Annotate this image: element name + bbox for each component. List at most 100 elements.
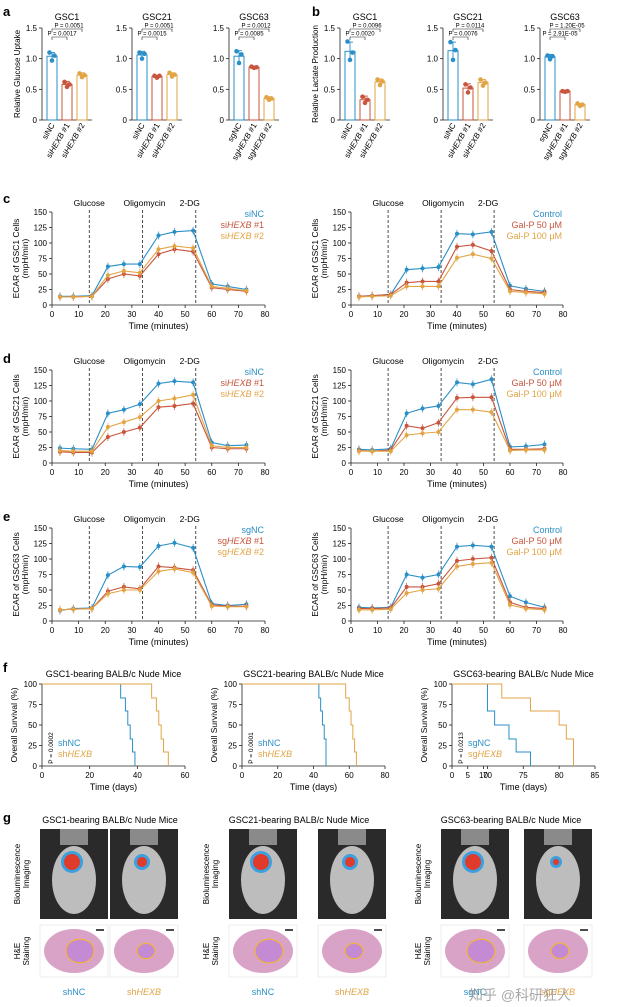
significance-bracket (349, 28, 381, 32)
x-tick-label: 40 (309, 771, 318, 780)
panel-label-b: b (312, 4, 320, 19)
data-point (375, 77, 380, 82)
y-tick-label: 150 (34, 208, 48, 217)
data-point (523, 447, 528, 452)
data-point (455, 244, 459, 249)
x-axis-label: Time (days) (500, 782, 547, 792)
y-tick-label: 1.5 (324, 24, 336, 33)
data-point (420, 284, 425, 289)
signal-core (64, 854, 80, 870)
series-line-2 (59, 245, 247, 298)
y-tick-label: 1.5 (524, 24, 536, 33)
data-point (225, 286, 230, 291)
series-line-1 (59, 565, 247, 611)
data-point (455, 544, 459, 549)
data-point (172, 229, 177, 234)
data-point (71, 607, 76, 612)
x-tick-label: 50 (181, 468, 190, 477)
row-label: Imaging (22, 860, 31, 888)
y-axis-label: Relative Glucose Uptake (13, 29, 22, 118)
x-axis-label: Time (days) (290, 782, 337, 792)
x-tick-label: 10 (74, 310, 83, 319)
legend-entry: sgHEXB (468, 749, 502, 759)
mouse-silhouette (536, 846, 580, 914)
data-point (470, 232, 475, 237)
group-label: sgNC (464, 987, 487, 997)
x-tick-label: 30 (127, 310, 136, 319)
data-point (377, 82, 383, 88)
y-axis-label: (mpH/min) (319, 239, 329, 279)
data-point (404, 584, 409, 589)
data-point (105, 573, 110, 578)
y-tick-label: 50 (337, 428, 346, 437)
group-label: shHEXB (127, 987, 161, 997)
legend-entry: siHEXB #1 (220, 220, 264, 230)
significance-bracket (349, 36, 366, 40)
data-point (436, 430, 441, 434)
x-tick-label: 10 (373, 310, 382, 319)
x-tick-label: 40 (154, 626, 163, 635)
data-point (225, 445, 230, 450)
legend-entry: shHEXB (58, 749, 92, 759)
y-tick-label: 1.0 (213, 55, 225, 64)
tumor-outline (65, 938, 95, 964)
data-point (388, 449, 393, 454)
treatment-label: 2-DG (478, 356, 498, 366)
data-point (137, 50, 142, 55)
data-point (105, 273, 110, 278)
data-point (370, 294, 375, 299)
watermark: 知乎 @科研狂人 (469, 987, 571, 1003)
y-tick-label: 0.5 (524, 85, 536, 94)
legend-entry: siHEXB #2 (220, 389, 264, 399)
survival-curve-1 (452, 683, 574, 766)
y-tick-label: 0 (531, 116, 536, 125)
x-axis-label: Time (minutes) (129, 321, 189, 331)
bar-1 (151, 75, 163, 121)
series-line-0 (358, 231, 545, 297)
treatment-label: Glucose (74, 198, 105, 208)
y-tick-label: 125 (34, 382, 48, 391)
data-point (137, 270, 142, 275)
y-tick-label: 0 (342, 301, 347, 310)
data-point (239, 52, 244, 57)
chart-title: GSC21-bearing BALB/c Nude Mice (243, 669, 384, 679)
y-tick-label: 0 (220, 116, 225, 125)
data-point (468, 85, 473, 90)
legend-entry: Gal-P 50 μM (511, 220, 562, 230)
y-axis-label: Relative Lactate Production (311, 25, 320, 123)
series-line-0 (59, 380, 247, 450)
y-tick-label: 0 (43, 459, 48, 468)
x-tick-label: 20 (85, 771, 94, 780)
treatment-label: Oligomycin (124, 514, 166, 524)
data-point (57, 294, 62, 299)
y-tick-label: 125 (333, 382, 347, 391)
p-value-label: P = 0.0012 (241, 24, 271, 30)
y-tick-label: 150 (333, 208, 347, 217)
row-label: Imaging (423, 860, 432, 888)
bar-1 (61, 83, 73, 121)
row-label: Bioluminescence (13, 843, 22, 904)
p-value-label: P = 0.0020 (345, 32, 375, 38)
x-tick-label: 85 (591, 771, 600, 780)
data-point (545, 53, 550, 58)
y-axis-label: ECAR of GSC1 Cells (11, 219, 21, 299)
survival-chart-f1: 0 25 50 75 100 0 20 40 60 Time (days) Overall Surv… (9, 669, 190, 792)
data-point (404, 284, 409, 289)
data-point (209, 443, 214, 448)
y-tick-label: 75 (38, 571, 47, 580)
data-point (254, 64, 259, 70)
treatment-label: Oligomycin (422, 198, 464, 208)
x-tick-label: 50 (479, 626, 488, 635)
data-point (62, 79, 67, 85)
data-point (71, 294, 76, 299)
treatment-label: Glucose (74, 514, 105, 524)
x-tick-label: 60 (207, 468, 216, 477)
line-chart-c1: 0 25 50 75 100 125 150 0 10 20 30 40 50 60 70 80 Time (m… (11, 198, 270, 331)
signal-core (253, 854, 269, 870)
legend-entry: Control (533, 367, 562, 377)
y-tick-label: 0 (434, 116, 439, 125)
y-tick-label: 125 (34, 540, 48, 549)
treatment-label: Oligomycin (124, 198, 166, 208)
y-tick-label: 125 (333, 224, 347, 233)
